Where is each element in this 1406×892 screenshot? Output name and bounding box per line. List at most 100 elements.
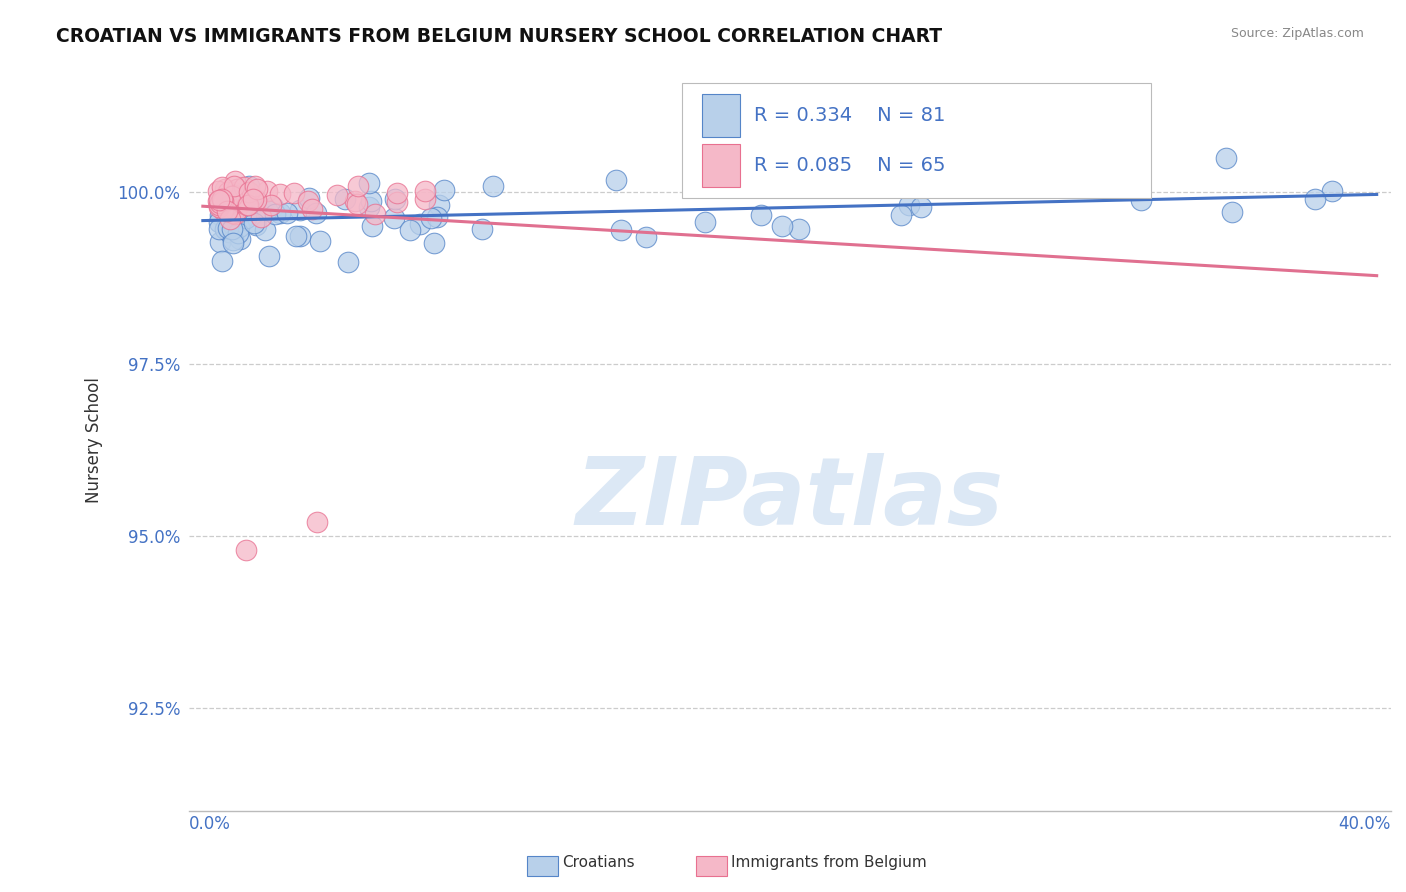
Point <box>245 218 267 232</box>
Point <box>337 255 360 269</box>
Point <box>212 194 235 208</box>
Point <box>288 229 311 244</box>
Point <box>222 233 245 247</box>
FancyBboxPatch shape <box>702 94 741 136</box>
Point <box>409 217 432 231</box>
Point <box>284 228 307 243</box>
Point <box>208 200 231 214</box>
Point <box>910 200 932 214</box>
Point <box>427 198 450 212</box>
Point <box>207 184 229 198</box>
Point <box>218 196 240 211</box>
Point <box>221 221 243 235</box>
Text: R = 0.085    N = 65: R = 0.085 N = 65 <box>754 155 945 175</box>
Point <box>228 220 250 235</box>
Point <box>225 203 247 218</box>
Point <box>212 202 235 217</box>
Point <box>232 211 254 225</box>
Point <box>215 198 238 212</box>
Point <box>605 173 627 187</box>
Point <box>217 194 239 208</box>
Text: R = 0.334    N = 81: R = 0.334 N = 81 <box>754 106 945 125</box>
Point <box>238 178 260 193</box>
Point <box>243 216 266 230</box>
Point <box>211 180 233 194</box>
Point <box>610 223 633 237</box>
Point <box>245 178 267 193</box>
Point <box>207 194 229 209</box>
Point <box>208 235 231 250</box>
Point <box>751 208 773 222</box>
Point <box>347 179 370 194</box>
FancyBboxPatch shape <box>682 83 1150 199</box>
Point <box>276 205 298 219</box>
Point <box>236 197 259 211</box>
Point <box>231 194 253 209</box>
Point <box>208 194 231 208</box>
Point <box>262 200 284 214</box>
Point <box>898 198 921 212</box>
Point <box>229 202 252 216</box>
Point <box>695 215 717 229</box>
Point <box>222 219 245 233</box>
Point <box>359 176 381 190</box>
Point <box>208 195 231 210</box>
Point <box>256 203 278 218</box>
Point <box>246 182 269 196</box>
Point <box>229 195 252 210</box>
Point <box>297 194 319 208</box>
Point <box>232 180 254 194</box>
Point <box>385 194 408 209</box>
Text: Immigrants from Belgium: Immigrants from Belgium <box>731 855 927 870</box>
Text: Croatians: Croatians <box>562 855 636 870</box>
Point <box>326 187 349 202</box>
Point <box>423 236 446 251</box>
Point <box>211 192 233 206</box>
Point <box>413 192 436 206</box>
Point <box>253 223 276 237</box>
Point <box>357 200 380 214</box>
Point <box>214 201 236 215</box>
Point <box>208 208 231 222</box>
Point <box>208 215 231 229</box>
Text: ZIPatlas: ZIPatlas <box>575 453 1004 545</box>
Point <box>207 221 229 235</box>
Point <box>307 516 329 530</box>
Point <box>209 194 232 209</box>
Point <box>235 542 257 557</box>
Point <box>229 189 252 203</box>
Point <box>288 202 311 217</box>
Point <box>250 201 273 215</box>
FancyBboxPatch shape <box>702 144 741 186</box>
Point <box>250 210 273 224</box>
Point <box>233 202 256 217</box>
Point <box>215 204 238 219</box>
Point <box>346 197 368 211</box>
Point <box>433 183 456 197</box>
Text: 0.0%: 0.0% <box>188 814 231 832</box>
Point <box>384 192 406 206</box>
Point <box>399 223 422 237</box>
Text: CROATIAN VS IMMIGRANTS FROM BELGIUM NURSERY SCHOOL CORRELATION CHART: CROATIAN VS IMMIGRANTS FROM BELGIUM NURS… <box>56 27 942 45</box>
Text: 40.0%: 40.0% <box>1339 814 1391 832</box>
Point <box>225 186 247 200</box>
Point <box>208 195 231 210</box>
Point <box>215 199 238 213</box>
Point <box>238 185 260 199</box>
Point <box>224 179 246 194</box>
Point <box>1215 151 1237 165</box>
Point <box>224 207 246 221</box>
Point <box>890 208 912 222</box>
Point <box>243 192 266 206</box>
Point <box>229 232 252 246</box>
Point <box>226 182 249 196</box>
Point <box>218 225 240 239</box>
Point <box>382 211 405 225</box>
Point <box>235 211 257 226</box>
Point <box>212 194 235 208</box>
Point <box>222 235 245 250</box>
Point <box>232 186 254 200</box>
Point <box>482 178 505 193</box>
Point <box>770 219 793 233</box>
Point <box>257 249 280 263</box>
